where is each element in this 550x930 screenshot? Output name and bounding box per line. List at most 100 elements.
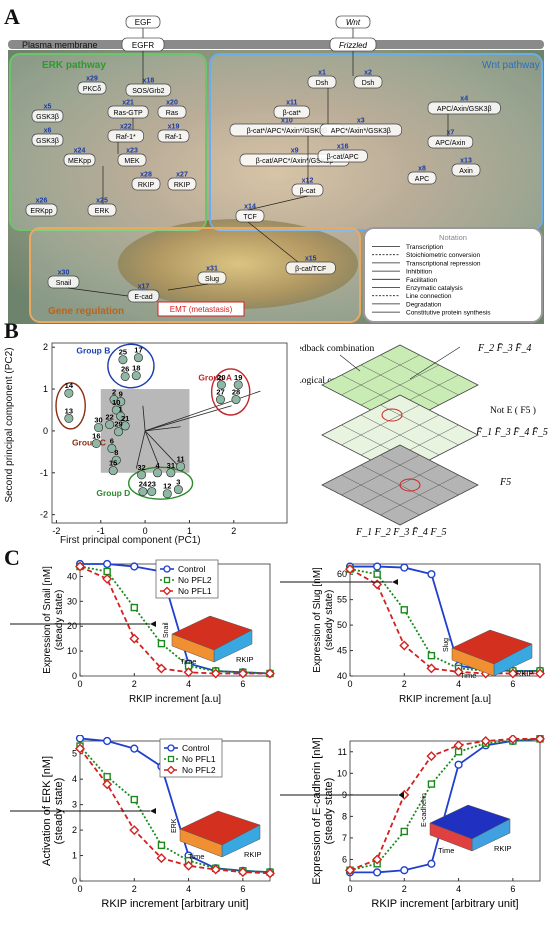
series-point bbox=[400, 866, 409, 875]
inset-surface-plot: E-cadherin Time RKIP bbox=[421, 793, 512, 855]
legend-marker bbox=[167, 755, 175, 763]
notation-item: Constitutive protein synthesis bbox=[406, 310, 491, 317]
pathway-edge bbox=[247, 221, 299, 263]
pathway-node-box bbox=[317, 149, 368, 163]
pathway-node-x16: β-cat/APC x16 bbox=[317, 144, 368, 163]
chart-xtick-label: 4 bbox=[186, 679, 191, 689]
pca-group-label: Group C bbox=[72, 438, 106, 448]
inset-surface-front bbox=[171, 633, 215, 663]
chart-xlabel: RKIP increment [arbitrary unit] bbox=[101, 898, 248, 910]
pca-group-label: Group D bbox=[96, 488, 130, 498]
gene-regulation-title: Gene regulation bbox=[48, 306, 124, 317]
pca-point bbox=[153, 468, 163, 478]
pca-point-label: 2 bbox=[112, 388, 116, 397]
legend-marker bbox=[162, 586, 172, 596]
chart-xtick-label: 2 bbox=[132, 679, 137, 689]
pca-point bbox=[118, 355, 128, 365]
logic-layer-mid bbox=[321, 394, 479, 476]
pca-point bbox=[137, 470, 147, 480]
chart-xtick-label: 2 bbox=[132, 884, 137, 894]
pathway-node-id: x18 bbox=[143, 78, 155, 85]
pathway-node-id: x7 bbox=[447, 130, 455, 137]
pathway-node-x13: Axin x13 bbox=[451, 158, 481, 177]
logic-highlight bbox=[399, 478, 421, 492]
series-point bbox=[507, 668, 518, 679]
pca-point-label: 10 bbox=[112, 398, 120, 407]
notation-item: Transcriptional repression bbox=[406, 260, 481, 267]
notation-item: Inhibition bbox=[406, 269, 432, 276]
pca-point bbox=[216, 380, 226, 390]
pca-point-label: 24 bbox=[139, 480, 148, 489]
pathway-node-id: x27 bbox=[176, 172, 188, 179]
inset-zlabel: ERK bbox=[171, 818, 178, 833]
pathway-node-box bbox=[197, 271, 227, 285]
pathway-node-id: x1 bbox=[318, 70, 326, 77]
chart-xlabel: RKIP increment [a.u] bbox=[129, 694, 221, 705]
logic-grid-line bbox=[380, 354, 459, 396]
formula-mid: F̄_1 F̄_3 F̄_4 F̄_5 bbox=[475, 426, 548, 438]
chart-ytick-label: 10 bbox=[67, 646, 77, 656]
series-point bbox=[210, 864, 221, 875]
pathway-node-id: x3 bbox=[357, 118, 365, 125]
notation-item: Line connection bbox=[406, 293, 452, 300]
chart-ytick-label: 40 bbox=[337, 671, 347, 681]
chart-xtick-label: 0 bbox=[347, 884, 352, 894]
pathway-node-label: β-cat* bbox=[283, 110, 302, 117]
pca-point-label: 6 bbox=[110, 436, 114, 445]
pathway-node-box bbox=[353, 75, 383, 89]
pca-point-label: 17 bbox=[134, 346, 142, 355]
pathway-node-x15: β-cat/TCF x15 bbox=[285, 256, 336, 275]
logic-grid-line bbox=[360, 364, 440, 406]
series-point bbox=[265, 868, 275, 879]
inset-xlabel: Time bbox=[180, 657, 196, 666]
gene-regulation-region bbox=[29, 227, 361, 323]
pathway-node-label: RKIP bbox=[138, 182, 155, 189]
pathway-node-label: PKCδ bbox=[83, 86, 101, 93]
legend-label: Control bbox=[182, 743, 210, 753]
pca-group-ellipse bbox=[107, 343, 155, 389]
pathway-node-box bbox=[31, 133, 64, 147]
chart-ytick-label: 6 bbox=[342, 854, 347, 864]
series-line-control bbox=[350, 737, 541, 874]
pca-loading-ray bbox=[144, 430, 184, 471]
pca-point bbox=[233, 380, 243, 390]
legend-label: No PFL1 bbox=[178, 586, 212, 596]
pathway-node-box bbox=[117, 153, 147, 167]
pathway-node-x14: TCF x14 bbox=[235, 204, 265, 223]
pathway-node-label: ERK bbox=[95, 208, 110, 215]
legend-label: No PFL1 bbox=[182, 754, 216, 764]
inset-xlabel: Time bbox=[188, 852, 204, 861]
pca-point-label: 32 bbox=[137, 463, 145, 472]
pathway-node-box bbox=[157, 105, 187, 119]
chart-ytick-label: 5 bbox=[72, 749, 77, 759]
pca-point bbox=[131, 371, 141, 381]
chart-xtick-label: 4 bbox=[456, 679, 461, 689]
series-line-no-pfl1 bbox=[349, 737, 541, 872]
series-point bbox=[426, 663, 437, 674]
pathway-node-x6: GSK3β x6 bbox=[31, 128, 64, 147]
inset-zlabel: Slug bbox=[443, 638, 450, 652]
legend-marker bbox=[167, 744, 175, 752]
pca-point bbox=[176, 461, 186, 471]
pathway-node-box bbox=[307, 75, 337, 89]
pathway-node-id: x17 bbox=[138, 284, 150, 291]
inset-pointer-arrowhead bbox=[398, 792, 404, 798]
chart-xtick-label: 4 bbox=[186, 884, 191, 894]
pathway-node-box bbox=[107, 105, 149, 119]
logic-highlight bbox=[381, 408, 403, 422]
pca-xtick-label: -2 bbox=[52, 526, 60, 536]
chart-xtick-label: 6 bbox=[510, 679, 515, 689]
formula-bot: F_1 F_2 F_3 F̄_4 F_5 bbox=[355, 526, 447, 538]
series-point bbox=[237, 668, 248, 679]
logic-output-diagram: Feedback combination Logical output inde… bbox=[300, 342, 548, 538]
pca-ytick-label: 2 bbox=[43, 342, 48, 352]
pathway-node-box bbox=[77, 81, 107, 95]
pca-point-label: 22 bbox=[105, 413, 113, 422]
pca-loading-ray bbox=[142, 405, 146, 431]
pathway-node-x3: APC*/Axin*/GSK3β x3 bbox=[319, 118, 402, 137]
series-point bbox=[183, 667, 194, 678]
pathway-node-label: β-cat/APC*/Axin*/GSK3β bbox=[256, 158, 334, 165]
pca-ytick-label: -2 bbox=[40, 510, 48, 520]
pathway-node-box bbox=[273, 105, 310, 119]
pca-point-label: 21 bbox=[121, 414, 129, 423]
